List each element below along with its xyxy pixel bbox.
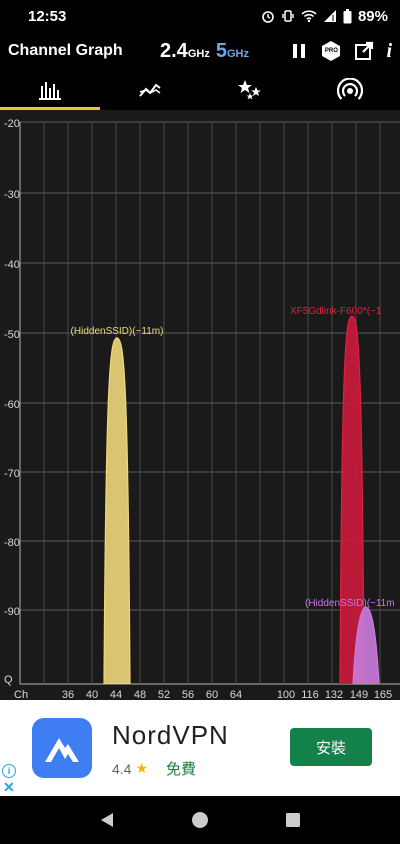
ad-banner[interactable]: NordVPN 4.4 ★ 免費 安裝 i ✕ [0,700,400,796]
open-external-icon [355,41,374,60]
network-label: (HiddenSSID)(~11m) [71,326,164,337]
ad-rating: 4.4 ★ 免費 [112,758,196,779]
network-signal-curve[interactable] [103,337,131,684]
x-tick-label: 36 [62,689,74,700]
y-tick-label: -90 [4,606,20,618]
battery-icon [343,8,352,23]
y-tick-label: -70 [4,468,20,480]
y-tick-label: -80 [4,537,20,549]
band-24ghz-unit: GHz [187,47,210,60]
ad-rating-value: 4.4 [112,760,132,777]
home-icon [191,812,208,828]
y-tick-label: -20 [4,118,20,130]
vibrate-icon [282,10,294,22]
pause-button[interactable] [290,42,308,60]
network-label: (HiddenSSID)(~11m [305,598,395,609]
x-tick-label: 100 [277,689,295,700]
pro-badge-icon [322,41,341,61]
network-signal-curve[interactable] [352,606,380,684]
band-5ghz-value: 5 [215,39,227,62]
install-button[interactable]: 安裝 [290,728,372,766]
channel-graph: -20 -30 -40 -50 -60 -70 -80 -90 Q Ch 36 40 44 48 52 56… [0,110,400,701]
ad-app-logo[interactable] [32,718,92,778]
x-tick-label: 56 [182,689,194,700]
status-bar: 12:53 89% [0,0,400,32]
export-button[interactable] [354,41,374,61]
x-tick-label: 44 [110,689,122,700]
back-icon [100,813,113,827]
band-24ghz-toggle[interactable]: 2.4GHz [160,40,210,63]
home-button[interactable] [180,800,220,840]
x-tick-label: 149 [350,689,368,700]
info-icon: i [386,39,392,62]
x-tick-label: 60 [206,689,218,700]
tab-time-graph[interactable] [100,70,200,110]
view-tabs [0,70,400,110]
band-24ghz-value: 2.4 [160,39,188,62]
system-nav-bar [0,796,400,844]
x-tick-label: 40 [86,689,98,700]
x-tick-label: 52 [158,689,170,700]
tab-channel-rating[interactable] [200,70,300,110]
y-tick-label: -30 [4,189,20,201]
alarm-icon [262,11,274,23]
band-5ghz-toggle[interactable]: 5GHz [216,40,249,63]
x-tick-label: 116 [301,689,319,700]
status-icons: 89% [261,8,388,25]
tab-access-points[interactable] [300,70,400,110]
pause-icon [293,44,306,58]
status-time: 12:53 [28,7,67,25]
back-button[interactable] [87,800,127,840]
x-tick-label: 64 [230,689,242,700]
y-tick-label: -60 [4,399,20,411]
star-icon: ★ [135,760,149,776]
x-tick-label: 165 [374,689,392,700]
x-axis-title: Ch [14,689,28,700]
wifi-icon [301,10,317,23]
signal-icon [323,10,336,22]
page-title: Channel Graph [8,42,123,59]
battery-percent: 89% [357,7,388,25]
toolbar-actions: PRO i [290,40,392,63]
info-button[interactable]: i [386,40,392,63]
network-signal-curve[interactable] [339,315,365,684]
y-tick-label: -50 [4,329,20,341]
app-bar: Channel Graph 2.4GHz 5GHz PRO i [0,32,400,70]
stars-rating-icon [238,80,261,100]
y-tick-label: Q [4,674,13,686]
access-point-icon [337,78,363,100]
time-graph-icon [139,83,161,97]
ad-close-icon[interactable]: ✕ [3,779,15,795]
ad-info-icon[interactable]: i [2,764,16,778]
ad-price: 免費 [166,761,197,778]
x-tick-label: 132 [325,689,343,700]
pro-button[interactable]: PRO [320,40,342,62]
mountain-logo-icon [45,738,79,762]
pro-badge-label: PRO [324,48,338,54]
network-label: XF5Gdlink-F600*(~1 [290,306,382,317]
recents-icon [286,813,301,827]
bar-chart-icon [39,82,61,100]
y-tick-label: -40 [4,259,20,271]
recents-button[interactable] [273,800,313,840]
tab-channel-graph[interactable] [0,70,100,110]
x-tick-label: 48 [134,689,146,700]
band-5ghz-unit: GHz [226,47,249,60]
ad-app-name[interactable]: NordVPN [112,720,229,750]
